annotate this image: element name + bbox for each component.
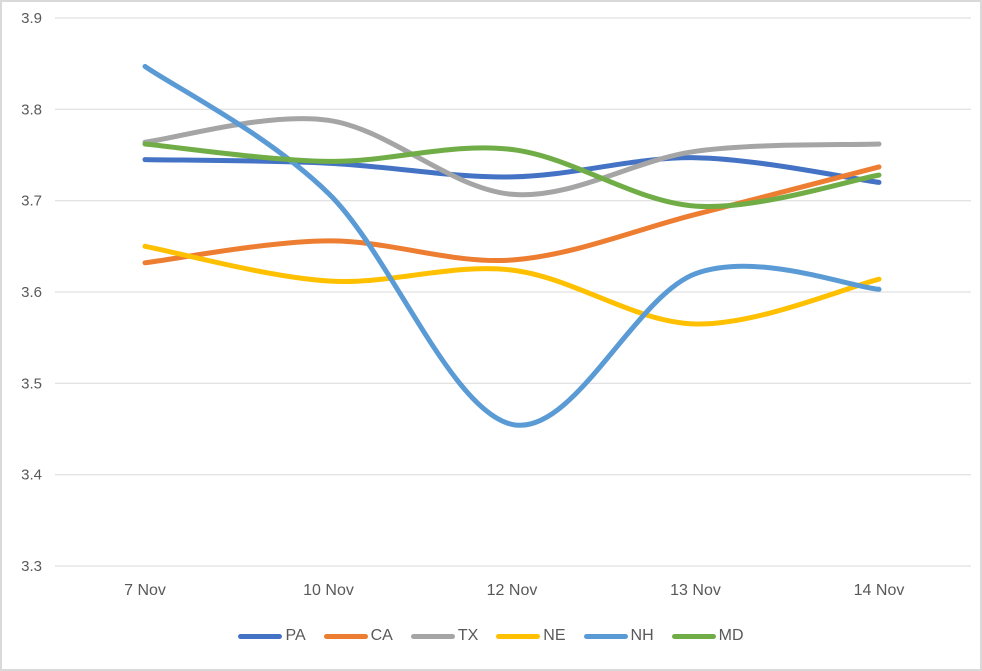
legend-label: PA — [285, 627, 306, 644]
y-axis-labels-group: 3.9 3.8 3.7 3.6 3.5 3.4 3.3 — [21, 10, 42, 575]
legend-label: NH — [630, 627, 654, 644]
series-line-tx[interactable] — [142, 116, 882, 198]
x-axis-labels-group: 7 Nov 10 Nov 12 Nov 13 Nov 14 Nov — [124, 582, 904, 599]
y-tick-label: 3.3 — [21, 558, 42, 575]
x-tick-label: 12 Nov — [487, 582, 538, 599]
y-tick-label: 3.9 — [21, 10, 42, 27]
legend-item-ca[interactable]: CA — [323, 627, 393, 644]
gridlines-group — [55, 17, 971, 567]
x-tick-label: 13 Nov — [670, 582, 721, 599]
legend-label: NE — [543, 627, 566, 644]
legend-label: MD — [718, 627, 744, 644]
legend-item-md[interactable]: MD — [671, 627, 744, 644]
legend-item-ne[interactable]: NE — [496, 627, 566, 644]
x-tick-label: 14 Nov — [854, 582, 905, 599]
legend-item-nh[interactable]: NH — [583, 627, 654, 644]
series-line-ne[interactable] — [142, 243, 882, 327]
x-tick-label: 7 Nov — [124, 582, 166, 599]
series-line-md[interactable] — [142, 141, 882, 210]
series-line-pa[interactable] — [142, 155, 882, 185]
y-tick-label: 3.4 — [21, 467, 42, 484]
x-tick-label: 10 Nov — [303, 582, 354, 599]
legend-item-pa[interactable]: PA — [238, 627, 306, 644]
legend-line-swatch-icon — [238, 633, 283, 639]
legend-line-swatch-icon — [583, 633, 628, 639]
y-tick-label: 3.8 — [21, 101, 42, 118]
y-tick-label: 3.7 — [21, 193, 42, 210]
series-line-ca[interactable] — [142, 164, 882, 266]
legend-line-swatch-icon — [496, 633, 541, 639]
legend-label: TX — [457, 627, 479, 644]
legend-item-tx[interactable]: TX — [410, 627, 479, 644]
legend-line-swatch-icon — [671, 633, 716, 639]
legend-line-swatch-icon — [323, 633, 368, 639]
y-tick-label: 3.5 — [21, 375, 42, 392]
legend-label: CA — [370, 627, 393, 644]
series-line-nh[interactable] — [142, 63, 882, 428]
chart-legend: PA CA TX NE NH MD — [2, 622, 980, 650]
y-tick-label: 3.6 — [21, 284, 42, 301]
legend-line-swatch-icon — [410, 633, 455, 639]
series-lines-group — [142, 63, 882, 428]
